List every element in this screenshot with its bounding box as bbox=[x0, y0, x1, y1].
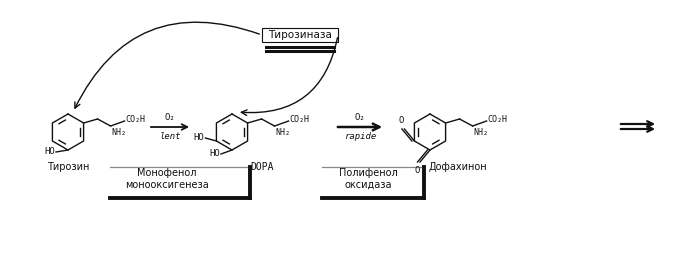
Text: Дофахинон: Дофахинон bbox=[428, 162, 487, 172]
Text: O₂: O₂ bbox=[354, 113, 366, 122]
Text: Полифенол
оксидаза: Полифенол оксидаза bbox=[338, 168, 397, 190]
Text: Монофенол
монооксигенеза: Монофенол монооксигенеза bbox=[125, 168, 209, 190]
Text: O: O bbox=[398, 116, 404, 125]
Text: Тирозиназа: Тирозиназа bbox=[268, 30, 332, 40]
Text: HO: HO bbox=[44, 148, 55, 157]
FancyArrowPatch shape bbox=[75, 22, 259, 108]
Text: O₂: O₂ bbox=[165, 113, 175, 122]
Text: DOPA: DOPA bbox=[250, 162, 274, 172]
Text: HO: HO bbox=[194, 134, 204, 143]
Text: CO₂H: CO₂H bbox=[289, 115, 310, 125]
Text: rapide: rapide bbox=[344, 132, 376, 141]
Text: NH₂: NH₂ bbox=[474, 128, 489, 137]
Text: HO: HO bbox=[209, 150, 220, 158]
FancyArrowPatch shape bbox=[241, 38, 338, 115]
Text: lent: lent bbox=[159, 132, 181, 141]
Text: CO₂H: CO₂H bbox=[488, 115, 507, 125]
Text: Тирозин: Тирозин bbox=[47, 162, 89, 172]
Text: NH₂: NH₂ bbox=[275, 128, 291, 137]
FancyBboxPatch shape bbox=[262, 28, 338, 42]
Text: NH₂: NH₂ bbox=[112, 128, 127, 137]
Text: O: O bbox=[415, 166, 419, 175]
Text: CO₂H: CO₂H bbox=[126, 115, 145, 125]
